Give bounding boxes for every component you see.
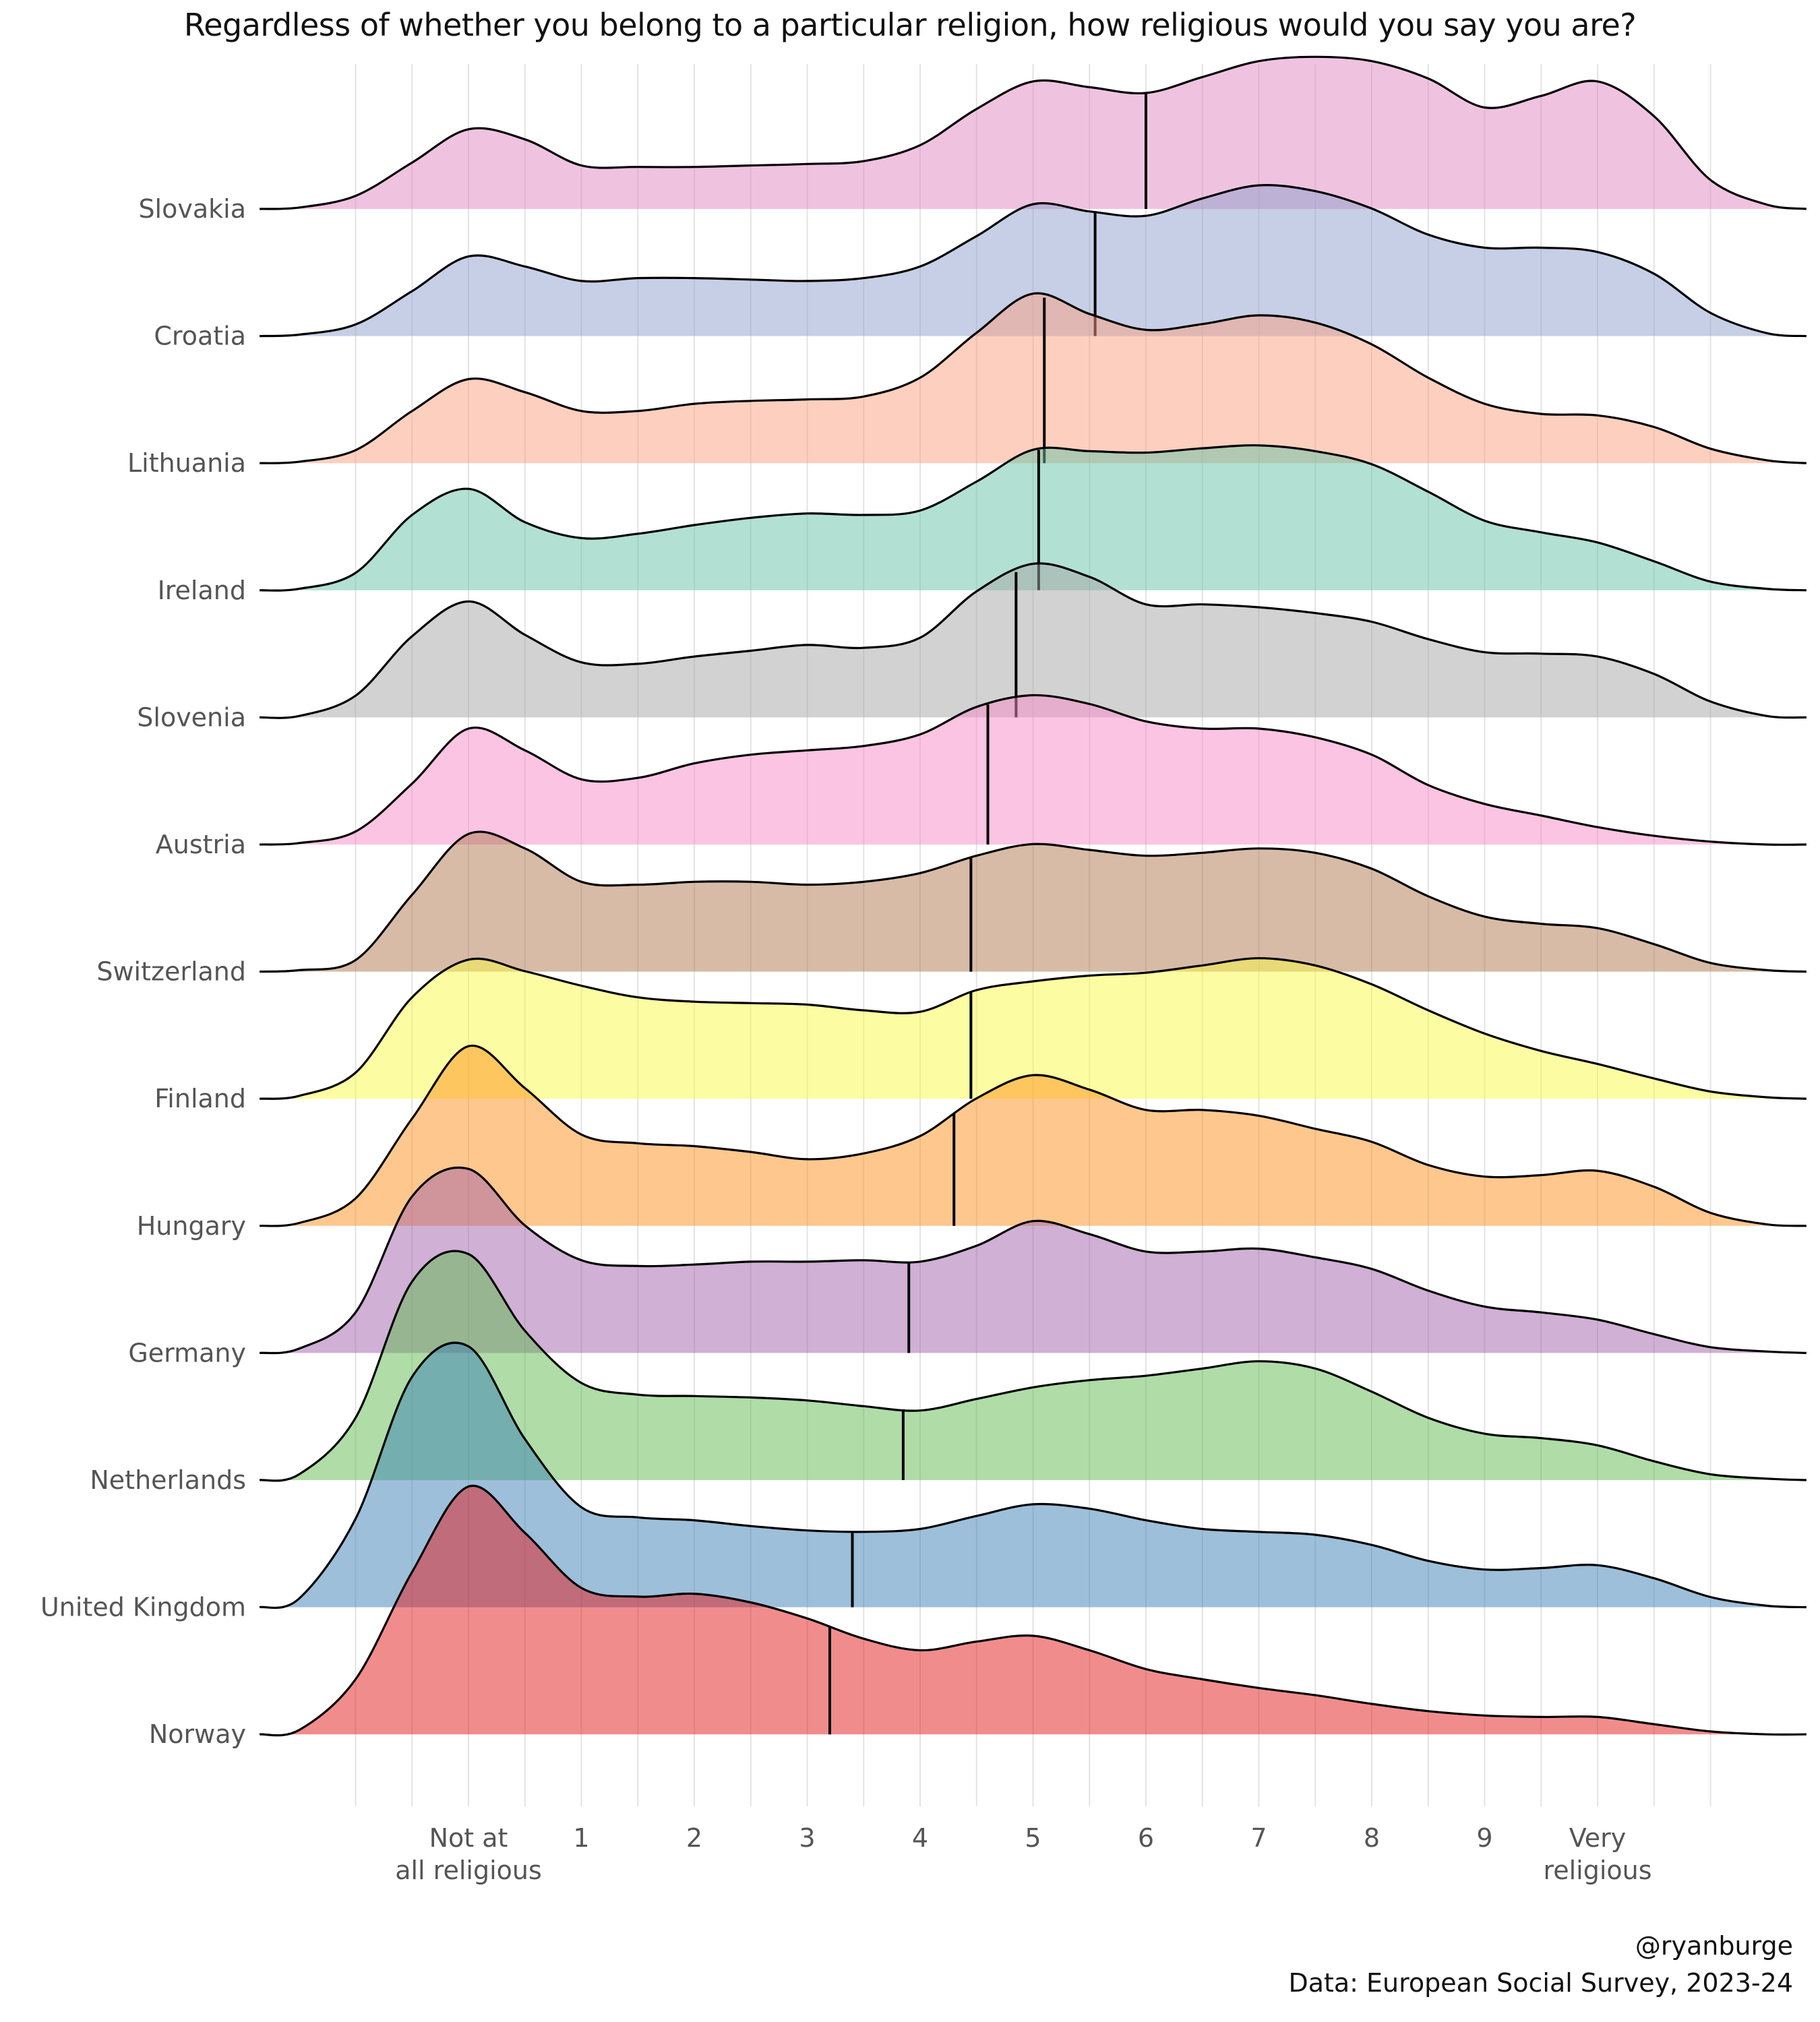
- chart-title: Regardless of whether you belong to a pa…: [183, 7, 1637, 43]
- x-tick-label: 9: [1476, 1823, 1492, 1853]
- ridge-fill-germany: [260, 1167, 1807, 1353]
- ridge-outline-norway: [259, 1484, 1807, 1737]
- x-tick-label: 7: [1250, 1823, 1267, 1853]
- y-label-united-kingdom: United Kingdom: [40, 1593, 246, 1622]
- ridge-fill-finland: [260, 958, 1807, 1099]
- y-label-slovakia: Slovakia: [138, 194, 246, 224]
- ridge-outline-ireland: [260, 444, 1807, 592]
- y-label-austria: Austria: [156, 830, 246, 859]
- ridge-fill-slovakia: [260, 57, 1807, 210]
- ridge-slovenia: [260, 562, 1807, 719]
- x-tick-label: 5: [1025, 1823, 1041, 1853]
- x-tick-label: 8: [1364, 1823, 1380, 1853]
- y-label-germany: Germany: [128, 1338, 246, 1368]
- caption-handle: @ryanburge: [1635, 1931, 1793, 1961]
- ridge-fill-ireland: [260, 445, 1807, 591]
- ridge-fill-austria: [260, 695, 1807, 845]
- ridge-norway: [259, 1484, 1807, 1737]
- ridge-series: [259, 55, 1807, 1737]
- ridge-lithuania: [260, 292, 1807, 464]
- ridge-outline-finland: [259, 957, 1807, 1100]
- x-tick-label: Very religious: [1543, 1823, 1651, 1885]
- ridge-outline-croatia: [260, 184, 1807, 338]
- ridge-outline-hungary: [259, 1044, 1807, 1227]
- x-tick-label: 2: [686, 1823, 702, 1853]
- ridge-outline-slovakia: [260, 55, 1807, 210]
- ridge-outline-switzerland: [260, 830, 1807, 973]
- ridge-united-kingdom: [259, 1341, 1807, 1610]
- ridge-outline-germany: [259, 1166, 1807, 1355]
- x-tick-label: 4: [912, 1823, 928, 1853]
- ridge-finland: [259, 957, 1807, 1100]
- ridge-germany: [259, 1166, 1807, 1355]
- y-label-norway: Norway: [149, 1719, 246, 1749]
- ridge-hungary: [259, 1044, 1807, 1227]
- ridge-fill-netherlands: [260, 1251, 1807, 1481]
- ridge-netherlands: [259, 1250, 1807, 1482]
- y-label-croatia: Croatia: [154, 321, 246, 351]
- x-tick-label: 3: [799, 1823, 815, 1853]
- y-label-ireland: Ireland: [158, 576, 246, 605]
- y-label-switzerland: Switzerland: [96, 957, 246, 987]
- y-label-slovenia: Slovenia: [137, 702, 246, 732]
- x-tick-label: 1: [573, 1823, 589, 1853]
- ridge-slovakia: [260, 55, 1807, 210]
- y-label-netherlands: Netherlands: [90, 1465, 246, 1495]
- y-label-finland: Finland: [154, 1084, 246, 1113]
- ridge-outline-lithuania: [260, 292, 1807, 464]
- ridge-switzerland: [260, 830, 1807, 973]
- y-label-hungary: Hungary: [137, 1211, 246, 1241]
- ridge-outline-netherlands: [259, 1250, 1807, 1482]
- ridge-outline-slovenia: [260, 562, 1807, 719]
- ridge-outline-austria: [260, 694, 1807, 846]
- ridge-fill-switzerland: [260, 832, 1807, 972]
- ridge-fill-norway: [260, 1485, 1807, 1736]
- ridge-fill-hungary: [260, 1045, 1807, 1226]
- ridge-fill-united-kingdom: [260, 1343, 1807, 1608]
- y-axis-labels: Slovakia Croatia Lithuania Ireland Slovenia A…: [40, 194, 246, 1749]
- x-axis-labels: Not at all religious 1 2 3 4 5 6 7 8 9 Very religiou…: [395, 1823, 1651, 1885]
- x-tick-label: Not at all religious: [395, 1823, 542, 1885]
- y-label-lithuania: Lithuania: [127, 448, 246, 478]
- ridge-fill-croatia: [260, 185, 1807, 336]
- caption-source: Data: European Social Survey, 2023-24: [1288, 1968, 1793, 1998]
- ridge-outline-united-kingdom: [259, 1341, 1807, 1610]
- ridge-fill-slovenia: [260, 563, 1807, 718]
- ridge-austria: [260, 694, 1807, 846]
- ridge-fill-lithuania: [260, 293, 1807, 464]
- x-tick-label: 6: [1138, 1823, 1154, 1853]
